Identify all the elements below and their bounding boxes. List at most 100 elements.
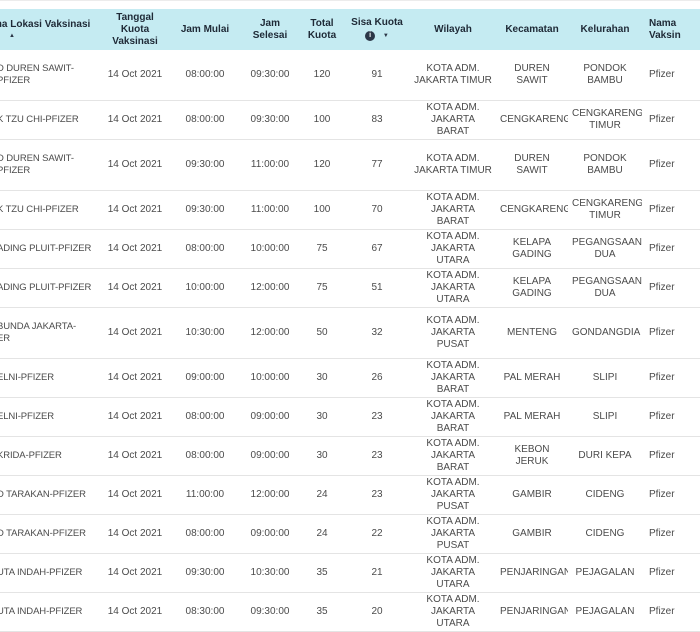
start-time-cell: 08:00:00: [170, 100, 240, 140]
district-cell: GAMBIR: [496, 475, 568, 515]
end-time-cell: 09:30:00: [240, 50, 300, 101]
column-header-total-kuota[interactable]: Total Kuota: [300, 9, 344, 50]
location-text: UTA INDAH-PFIZER: [0, 606, 83, 617]
date-cell: 14 Oct 2021: [100, 358, 170, 398]
date-cell: 14 Oct 2021: [100, 514, 170, 554]
district-cell: KELAPA GADING: [496, 229, 568, 269]
date-cell: 14 Oct 2021: [100, 592, 170, 632]
total-quota-cell: 100: [300, 100, 344, 140]
column-header-kelurahan[interactable]: Kelurahan: [568, 9, 642, 50]
total-quota-cell: 35: [300, 553, 344, 593]
region-cell: KOTA ADM. JAKARTA PUSAT: [410, 307, 496, 359]
column-header-sisa-kuota[interactable]: Sisa Kuota i ▼: [344, 9, 410, 50]
date-cell: 14 Oct 2021: [100, 553, 170, 593]
location-text: KRIDA-PFIZER: [0, 450, 62, 461]
end-time-cell: 11:00:00: [240, 190, 300, 230]
end-time-cell: 10:00:00: [240, 358, 300, 398]
end-time-cell: 09:00:00: [240, 397, 300, 437]
start-time-cell: 08:00:00: [170, 50, 240, 101]
end-time-cell: 10:00:00: [240, 229, 300, 269]
date-cell: 14 Oct 2021: [100, 436, 170, 476]
vaccine-name-cell: Pfizer: [642, 397, 700, 437]
vaccine-name-cell: Pfizer: [642, 229, 700, 269]
total-quota-cell: 30: [300, 436, 344, 476]
location-text: K TZU CHI-PFIZER: [0, 204, 79, 215]
sort-ascending-icon[interactable]: ▲: [9, 33, 15, 39]
district-cell: KEBON JERUK: [496, 436, 568, 476]
location-text: K TZU CHI-PFIZER: [0, 114, 79, 125]
subdistrict-cell: CIDENG: [568, 475, 642, 515]
region-cell: KOTA ADM. JAKARTA BARAT: [410, 190, 496, 230]
region-cell: KOTA ADM. JAKARTA BARAT: [410, 358, 496, 398]
location-cell: KRIDA-PFIZER: [0, 436, 100, 476]
total-quota-cell: 35: [300, 592, 344, 632]
vaccine-name-cell: Pfizer: [642, 268, 700, 308]
table-row: ELNI-PFIZER 14 Oct 2021 09:00:00 10:00:0…: [0, 358, 700, 398]
remaining-quota-cell: 77: [344, 139, 410, 191]
end-time-cell: 09:30:00: [240, 100, 300, 140]
info-icon[interactable]: i: [365, 31, 376, 42]
table-header: ma Lokasi Vaksinasi ▲ Tanggal Kuota Vaks…: [0, 9, 700, 50]
region-cell: KOTA ADM. JAKARTA BARAT: [410, 100, 496, 140]
column-header-jam-selesai[interactable]: Jam Selesai: [240, 9, 300, 50]
remaining-quota-cell: 21: [344, 553, 410, 593]
date-cell: 14 Oct 2021: [100, 268, 170, 308]
location-cell: D TARAKAN-PFIZER: [0, 514, 100, 554]
start-time-cell: 09:30:00: [170, 190, 240, 230]
remaining-quota-cell: 91: [344, 50, 410, 101]
total-quota-cell: 100: [300, 190, 344, 230]
column-header-wilayah[interactable]: Wilayah: [410, 9, 496, 50]
table-row: D DUREN SAWIT-PFIZER 14 Oct 2021 09:30:0…: [0, 139, 700, 191]
total-quota-cell: 24: [300, 514, 344, 554]
subdistrict-cell: SLIPI: [568, 397, 642, 437]
total-quota-cell: 30: [300, 397, 344, 437]
vaccine-name-cell: Pfizer: [642, 592, 700, 632]
column-header-kecamatan[interactable]: Kecamatan: [496, 9, 568, 50]
column-header-lokasi-vaksinasi[interactable]: ma Lokasi Vaksinasi ▲: [0, 9, 100, 50]
location-text: BUNDA JAKARTA- ER: [0, 321, 77, 344]
remaining-quota-cell: 83: [344, 100, 410, 140]
start-time-cell: 08:00:00: [170, 397, 240, 437]
column-header-tanggal-kuota[interactable]: Tanggal Kuota Vaksinasi: [100, 9, 170, 50]
column-header-label: ma Lokasi Vaksinasi: [0, 19, 91, 30]
subdistrict-cell: PEGANGSAAN DUA: [568, 229, 642, 269]
vaccine-name-cell: Pfizer: [642, 358, 700, 398]
subdistrict-cell: GONDANGDIA: [568, 307, 642, 359]
date-cell: 14 Oct 2021: [100, 190, 170, 230]
location-cell: K TZU CHI-PFIZER: [0, 190, 100, 230]
end-time-cell: 11:00:00: [240, 139, 300, 191]
date-cell: 14 Oct 2021: [100, 100, 170, 140]
start-time-cell: 10:30:00: [170, 307, 240, 359]
subdistrict-cell: PEGANGSAAN DUA: [568, 268, 642, 308]
district-cell: CENGKARENG: [496, 100, 568, 140]
subdistrict-cell: PONDOK BAMBU: [568, 139, 642, 191]
start-time-cell: 08:00:00: [170, 436, 240, 476]
start-time-cell: 09:30:00: [170, 139, 240, 191]
column-header-nama-vaksin[interactable]: Nama Vaksin: [642, 9, 700, 50]
table-row: D TARAKAN-PFIZER 14 Oct 2021 11:00:00 12…: [0, 475, 700, 515]
location-text: ADING PLUIT-PFIZER: [0, 282, 92, 293]
table-row: K TZU CHI-PFIZER 14 Oct 2021 08:00:00 09…: [0, 100, 700, 140]
end-time-cell: 12:00:00: [240, 268, 300, 308]
remaining-quota-cell: 67: [344, 229, 410, 269]
region-cell: KOTA ADM. JAKARTA TIMUR: [410, 50, 496, 101]
vaccination-quota-table: ma Lokasi Vaksinasi ▲ Tanggal Kuota Vaks…: [0, 9, 700, 632]
total-quota-cell: 30: [300, 358, 344, 398]
location-cell: BUNDA JAKARTA- ER: [0, 307, 100, 359]
table-row: K TZU CHI-PFIZER 14 Oct 2021 09:30:00 11…: [0, 190, 700, 230]
vaccine-name-cell: Pfizer: [642, 475, 700, 515]
column-header-jam-mulai[interactable]: Jam Mulai: [170, 9, 240, 50]
date-cell: 14 Oct 2021: [100, 50, 170, 101]
location-cell: ADING PLUIT-PFIZER: [0, 268, 100, 308]
location-text: ELNI-PFIZER: [0, 411, 54, 422]
district-cell: PENJARINGAN: [496, 592, 568, 632]
region-cell: KOTA ADM. JAKARTA PUSAT: [410, 514, 496, 554]
location-text: D DUREN SAWIT-PFIZER: [0, 63, 74, 86]
sort-descending-caret-icon[interactable]: ▼: [382, 33, 389, 40]
location-cell: D TARAKAN-PFIZER: [0, 475, 100, 515]
start-time-cell: 08:00:00: [170, 514, 240, 554]
remaining-quota-cell: 22: [344, 514, 410, 554]
vaccine-name-cell: Pfizer: [642, 514, 700, 554]
end-time-cell: 09:00:00: [240, 436, 300, 476]
district-cell: PENJARINGAN: [496, 553, 568, 593]
